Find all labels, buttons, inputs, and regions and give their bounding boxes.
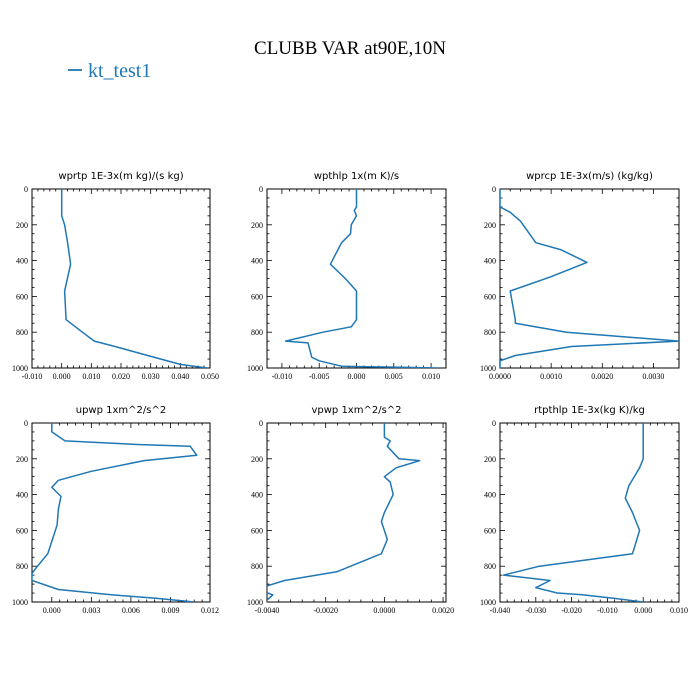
y-tick-label: 600 — [16, 292, 28, 301]
series-line-kt_test1 — [267, 423, 421, 602]
y-tick-label: 600 — [484, 292, 496, 301]
x-tick-label: 0.050 — [201, 372, 219, 381]
x-tick-label: 0.006 — [122, 606, 140, 615]
y-tick-label: 0 — [259, 185, 263, 194]
y-tick-label: 0 — [259, 419, 263, 428]
chart-panel-2: wpthlp 1x(m K)/s -0.010 -0.005 0.000 0.005 0.… — [247, 171, 447, 381]
y-tick-label: 200 — [16, 221, 28, 230]
x-tick-label: -0.040 — [490, 606, 511, 615]
x-tick-label: 0.0020 — [591, 372, 613, 381]
x-tick-label: 0.012 — [201, 606, 219, 615]
y-tick-label: 0 — [492, 185, 496, 194]
panels-grid: wprtp 1E-3x(m kg)/(s kg) -0.010 0.000 0.010… — [12, 171, 688, 615]
x-tick-label: -0.010 — [272, 372, 293, 381]
x-tick-label: -0.020 — [561, 606, 582, 615]
x-tick-label: 0.0030 — [642, 372, 664, 381]
panel-title: vpwp 1xm^2/s^2 — [311, 405, 401, 416]
x-tick-label: 0.005 — [385, 372, 403, 381]
series-line-kt_test1 — [502, 423, 644, 602]
y-tick-label: 800 — [16, 328, 28, 337]
chart-panel-5: vpwp 1xm^2/s^2 -0.0040 -0.0020 0.0000 0.0020… — [247, 405, 454, 615]
chart-panel-1: wprtp 1E-3x(m kg)/(s kg) -0.010 0.000 0.010… — [12, 171, 219, 381]
x-tick-label: -0.0040 — [255, 606, 280, 615]
plot-frame — [31, 188, 211, 369]
y-tick-label: 200 — [251, 455, 263, 464]
x-tick-label: 0.0000 — [373, 606, 395, 615]
y-tick-label: 400 — [16, 491, 28, 500]
y-tick-label: 1000 — [12, 364, 28, 373]
x-tick-label: 0.020 — [112, 372, 130, 381]
x-tick-label: -0.030 — [525, 606, 546, 615]
y-tick-label: 600 — [251, 292, 263, 301]
x-tick-label: -0.005 — [309, 372, 330, 381]
y-tick-label: 200 — [484, 221, 496, 230]
chart-panel-3: wprcp 1E-3x(m/s) (kg/kg) 0.0000 0.0010 0.00… — [480, 171, 680, 381]
y-tick-label: 400 — [251, 257, 263, 266]
y-tick-label: 200 — [16, 455, 28, 464]
y-tick-label: 800 — [16, 562, 28, 571]
figure-title: CLUBB VAR at90E,10N — [254, 38, 446, 59]
x-tick-label: -0.010 — [22, 372, 43, 381]
x-tick-label: 0.000 — [43, 606, 61, 615]
series-line-kt_test1 — [32, 423, 198, 602]
y-tick-label: 1000 — [480, 364, 496, 373]
y-tick-label: 400 — [484, 257, 496, 266]
y-tick-label: 400 — [484, 491, 496, 500]
x-tick-label: 0.003 — [82, 606, 100, 615]
plot-frame — [499, 188, 680, 369]
y-tick-label: 1000 — [12, 598, 28, 607]
y-tick-label: 0 — [24, 419, 28, 428]
y-tick-label: 400 — [16, 257, 28, 266]
plot-frame — [499, 422, 680, 603]
x-tick-label: 0.030 — [142, 372, 160, 381]
y-tick-label: 200 — [484, 455, 496, 464]
y-tick-label: 600 — [16, 526, 28, 535]
x-tick-label: 0.010 — [422, 372, 440, 381]
x-tick-label: 0.000 — [348, 372, 366, 381]
y-tick-label: 800 — [484, 328, 496, 337]
panel-title: wpthlp 1x(m K)/s — [314, 171, 399, 182]
x-tick-label: -0.010 — [597, 606, 618, 615]
panel-title: wprtp 1E-3x(m kg)/(s kg) — [58, 171, 183, 182]
x-tick-label: 0.0000 — [489, 372, 511, 381]
y-tick-label: 600 — [484, 526, 496, 535]
legend: kt_test1 — [68, 60, 151, 82]
panel-title: rtpthlp 1E-3x(kg K)/kg — [534, 405, 645, 416]
y-tick-label: 800 — [251, 562, 263, 571]
chart-panel-4: upwp 1xm^2/s^2 0.000 0.003 0.006 0.009 0.012 0… — [12, 405, 219, 615]
y-tick-label: 1000 — [480, 598, 496, 607]
chart-panel-6: rtpthlp 1E-3x(kg K)/kg -0.040 -0.030 -0.020… — [480, 405, 688, 615]
x-tick-label: 0.010 — [82, 372, 100, 381]
x-tick-label: 0.010 — [670, 606, 688, 615]
legend-label: kt_test1 — [88, 60, 151, 82]
y-tick-label: 0 — [492, 419, 496, 428]
x-tick-label: 0.000 — [634, 606, 652, 615]
plot-frame — [266, 422, 447, 603]
y-tick-label: 1000 — [247, 364, 263, 373]
x-tick-label: -0.0020 — [313, 606, 338, 615]
x-tick-label: 0.0010 — [540, 372, 562, 381]
x-tick-label: 0.009 — [161, 606, 179, 615]
panel-title: upwp 1xm^2/s^2 — [76, 405, 166, 416]
series-line-kt_test1 — [60, 189, 208, 368]
y-tick-label: 1000 — [247, 598, 263, 607]
series-line-kt_test1 — [284, 189, 439, 368]
panel-title: wprcp 1E-3x(m/s) (kg/kg) — [526, 171, 653, 182]
x-tick-label: 0.000 — [53, 372, 71, 381]
y-tick-label: 400 — [251, 491, 263, 500]
y-tick-label: 600 — [251, 526, 263, 535]
series-line-kt_test1 — [500, 189, 679, 368]
x-tick-label: 0.040 — [171, 372, 189, 381]
y-tick-label: 0 — [24, 185, 28, 194]
y-tick-label: 800 — [484, 562, 496, 571]
y-tick-label: 200 — [251, 221, 263, 230]
x-tick-label: 0.0020 — [432, 606, 454, 615]
y-tick-label: 800 — [251, 328, 263, 337]
